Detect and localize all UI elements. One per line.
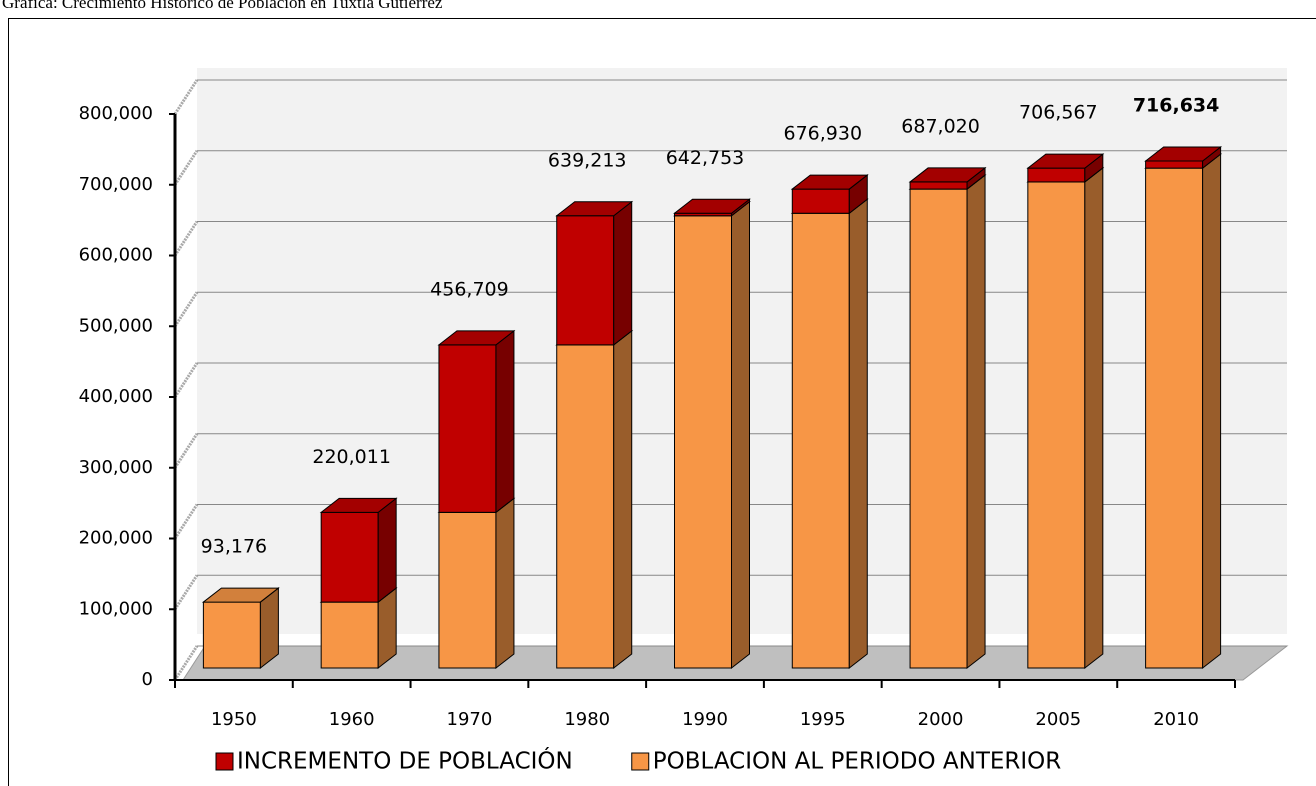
grid-line: [173, 432, 199, 469]
grid-line: [173, 645, 199, 681]
bar-front: [1027, 181, 1086, 669]
bar-segment: [1026, 166, 1105, 670]
bar-front: [1145, 160, 1204, 169]
x-tick-label: 1950: [211, 709, 257, 730]
bar-front: [1145, 167, 1204, 669]
bar-side: [731, 200, 750, 670]
bar-segment: [790, 174, 869, 215]
bar-side: [613, 329, 633, 670]
bar-segment: [1144, 145, 1223, 170]
y-tick-label: 600,000: [79, 245, 153, 266]
y-tick-label: 700,000: [79, 174, 153, 195]
bar-segment: [437, 497, 516, 670]
grid-line: [173, 362, 199, 398]
value-label: 716,634: [1133, 94, 1220, 116]
bar-segment: [319, 497, 398, 604]
bar-front: [438, 511, 497, 669]
bar-segment: [201, 587, 280, 670]
y-tick-label: 800,000: [79, 103, 153, 124]
bar-side: [495, 329, 515, 514]
value-label: 93,176: [201, 536, 267, 558]
bar-segment: [790, 198, 869, 670]
x-tick-label: 2010: [1153, 709, 1199, 730]
grid-line: [173, 574, 199, 611]
bar-segment: [437, 329, 516, 514]
y-tick-label: 200,000: [79, 528, 153, 549]
value-label: 220,011: [312, 446, 391, 468]
grid-line: [173, 220, 199, 257]
bar-front: [909, 188, 968, 669]
x-tick-label: 2005: [1035, 709, 1081, 730]
bar-front: [674, 215, 732, 669]
bar-segment: [555, 329, 634, 670]
bar-segment: [673, 200, 751, 670]
value-label: 706,567: [1019, 102, 1098, 124]
bar-segment: [908, 166, 987, 191]
bar-segment: [555, 200, 634, 346]
bar-front: [438, 344, 497, 513]
value-label: 687,020: [901, 115, 980, 137]
bar-segment: [908, 174, 987, 670]
bar-segment: [673, 198, 751, 217]
bar-front: [909, 181, 968, 190]
bar-segment: [1026, 153, 1105, 183]
x-tick-label: 1990: [682, 709, 728, 730]
x-tick-label: 2000: [918, 709, 964, 730]
y-tick-label: 300,000: [79, 457, 153, 478]
bar-top: [673, 198, 751, 214]
x-tick-label: 1995: [800, 709, 846, 730]
bar-top: [555, 201, 634, 217]
chart-title: Gráfica: Crecimiento Histórico de Poblac…: [2, 0, 443, 12]
bar-front: [202, 601, 261, 669]
legend-swatch: [215, 752, 234, 771]
value-label: 642,753: [666, 147, 745, 169]
bar-top: [908, 167, 987, 183]
legend-label: INCREMENTO DE POBLACIÓN: [237, 747, 573, 775]
bar-side: [495, 497, 515, 670]
x-tick-label: 1980: [564, 709, 610, 730]
grid-line: [173, 149, 199, 186]
bar-front: [556, 215, 615, 346]
bar-side: [848, 198, 868, 670]
bar-top: [319, 497, 398, 513]
x-tick-label: 1960: [329, 709, 375, 730]
grid-line: [173, 291, 199, 328]
bar-side: [613, 200, 633, 346]
chart-frame: [8, 18, 1316, 786]
bar-side: [377, 497, 397, 604]
y-tick-label: 500,000: [79, 315, 153, 336]
value-label: 456,709: [430, 278, 509, 300]
bar-top: [201, 587, 280, 603]
bar-front: [791, 188, 850, 214]
bar-front: [556, 344, 615, 669]
value-label: 676,930: [783, 123, 862, 145]
bar-side: [966, 174, 986, 670]
bar-top: [437, 330, 516, 346]
bar-top: [1026, 153, 1105, 169]
bar-segment: [1144, 153, 1223, 670]
y-tick-label: 400,000: [79, 386, 153, 407]
bar-top: [790, 174, 869, 190]
bar-front: [320, 601, 379, 669]
y-tick-label: 100,000: [79, 598, 153, 619]
y-tick-label: 0: [142, 669, 153, 690]
bar-side: [1084, 166, 1104, 670]
grid-line: [173, 503, 199, 540]
bar-front: [1027, 167, 1086, 183]
value-label: 639,213: [548, 149, 627, 171]
legend-label: POBLACION AL PERIODO ANTERIOR: [653, 749, 1062, 775]
grid-line: [173, 79, 199, 115]
bar-top: [1144, 146, 1223, 162]
legend-swatch: [631, 752, 650, 771]
bar-side: [1202, 153, 1222, 670]
x-tick-label: 1970: [447, 709, 493, 730]
bar-front: [791, 212, 850, 669]
bar-front: [320, 511, 379, 603]
